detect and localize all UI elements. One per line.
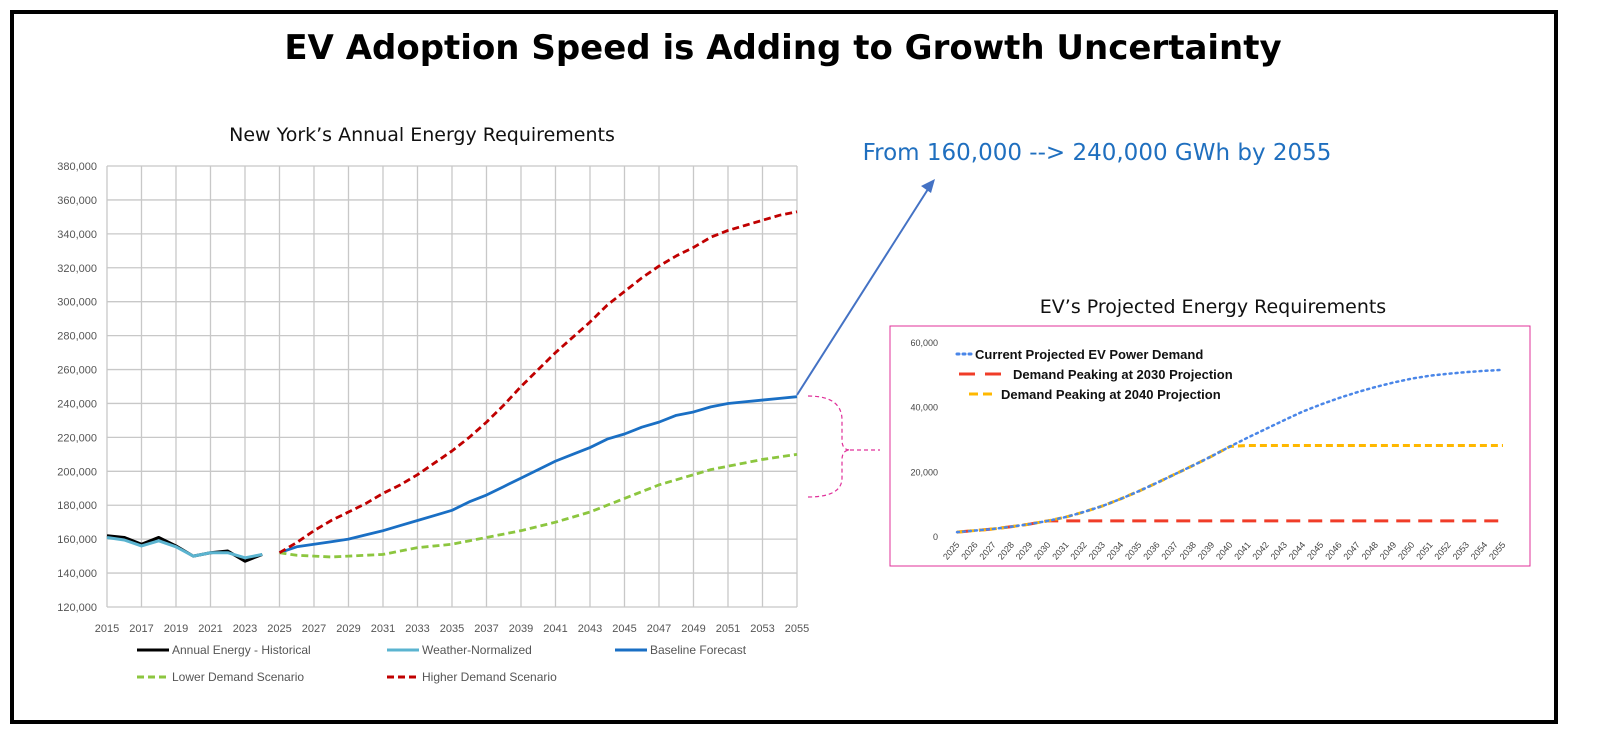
legend-label: Current Projected EV Power Demand [975, 347, 1203, 362]
y-tick-label: 360,000 [57, 195, 97, 207]
legend-label: Higher Demand Scenario [422, 670, 557, 684]
x-tick-label: 2053 [750, 623, 774, 635]
y-tick-label: 0 [933, 532, 938, 542]
x-tick-label: 2035 [440, 623, 464, 635]
left-chart-title: New York’s Annual Energy Requirements [229, 124, 615, 146]
x-tick-label: 2051 [716, 623, 740, 635]
annotation-text: From 160,000 --> 240,000 GWh by 2055 [863, 140, 1332, 166]
x-tick-label: 2041 [543, 623, 567, 635]
y-tick-label: 240,000 [57, 398, 97, 410]
series-line-1 [106, 535, 263, 560]
right-chart-series [955, 368, 1505, 534]
slide-border [10, 10, 1558, 724]
right-chart-box [889, 325, 1531, 567]
y-tick-label: 300,000 [57, 297, 97, 309]
right-chart-legend: Current Projected EV Power Demand Demand … [955, 347, 1233, 402]
y-tick-label: 40,000 [910, 403, 938, 413]
series-line-3 [279, 452, 798, 559]
y-tick-label: 200,000 [57, 466, 97, 478]
x-tick-label: 2045 [612, 623, 636, 635]
x-tick-label: 2027 [302, 623, 326, 635]
legend-label: Weather-Normalized [422, 643, 532, 657]
legend-label: Demand Peaking at 2040 Projection [1001, 387, 1221, 402]
legend-label: Demand Peaking at 2030 Projection [1013, 367, 1233, 382]
x-tick-label: 2033 [405, 623, 429, 635]
y-tick-label: 60,000 [910, 338, 938, 348]
y-tick-label: 160,000 [57, 534, 97, 546]
y-tick-label: 380,000 [57, 161, 97, 173]
y-tick-label: 180,000 [57, 500, 97, 512]
x-tick-label: 2037 [474, 623, 498, 635]
x-tick-label: 2025 [267, 623, 291, 635]
x-tick-label: 2047 [647, 623, 671, 635]
y-tick-label: 120,000 [57, 602, 97, 614]
x-tick-label: 2019 [164, 623, 188, 635]
left-chart-ticks: 120,000 140,000 160,000 180,000 200,000 220,0… [57, 161, 809, 635]
y-tick-label: 260,000 [57, 365, 97, 377]
legend-label: Annual Energy - Historical [172, 643, 311, 657]
left-chart-grid [106, 165, 798, 608]
right-chart-title: EV’s Projected Energy Requirements [1040, 296, 1386, 318]
x-tick-label: 2039 [509, 623, 533, 635]
x-tick-label: 2043 [578, 623, 602, 635]
y-tick-label: 280,000 [57, 331, 97, 343]
legend-label: Lower Demand Scenario [172, 670, 304, 684]
x-tick-label: 2049 [681, 623, 705, 635]
x-tick-label: 2029 [336, 623, 360, 635]
annotation-arrow [796, 185, 931, 396]
x-tick-label: 2055 [785, 623, 809, 635]
x-tick-label: 2017 [129, 623, 153, 635]
x-tick-label: 2021 [198, 623, 222, 635]
y-tick-label: 220,000 [57, 432, 97, 444]
x-tick-label: 2031 [371, 623, 395, 635]
y-tick-label: 20,000 [910, 467, 938, 477]
slide-title: EV Adoption Speed is Adding to Growth Un… [284, 28, 1282, 68]
range-brace [807, 395, 851, 498]
x-tick-label: 2015 [95, 623, 119, 635]
series-line-0 [955, 368, 1505, 534]
legend-label: Baseline Forecast [650, 643, 747, 657]
series-line-4 [278, 210, 798, 554]
x-tick-label: 2023 [233, 623, 257, 635]
y-tick-label: 340,000 [57, 229, 97, 241]
left-chart-legend: Annual Energy - Historical Weather-Normal… [137, 643, 747, 684]
y-tick-label: 140,000 [57, 568, 97, 580]
series-line-2 [279, 395, 798, 555]
y-tick-label: 320,000 [57, 263, 97, 275]
left-chart-series [106, 210, 798, 563]
arrow-head-icon [921, 179, 935, 193]
